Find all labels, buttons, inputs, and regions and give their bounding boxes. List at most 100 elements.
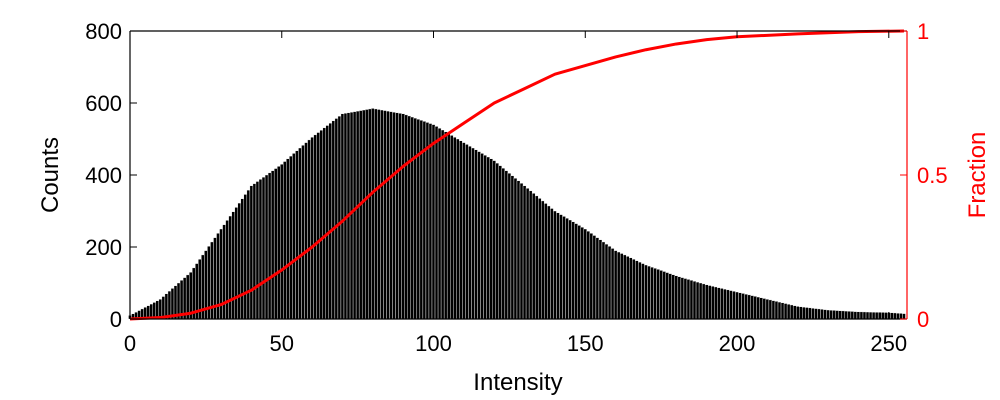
- histogram-bar: [559, 214, 563, 320]
- histogram-bar: [565, 217, 569, 320]
- histogram-bar: [392, 111, 396, 320]
- histogram-bar: [874, 312, 879, 320]
- y2-tick-label: 1: [917, 19, 929, 44]
- histogram-bar: [319, 129, 323, 320]
- histogram-bar: [301, 145, 305, 320]
- histogram-bar: [374, 108, 378, 320]
- histogram-bar: [450, 135, 454, 320]
- histogram-bar: [538, 198, 542, 320]
- histogram-bar: [255, 181, 260, 320]
- histogram-bar: [626, 256, 630, 320]
- histogram-bar: [425, 122, 430, 320]
- histogram-bar: [853, 311, 858, 320]
- histogram-bar: [759, 297, 764, 320]
- y-tick-label: 600: [85, 91, 122, 116]
- histogram-bar: [756, 296, 761, 320]
- histogram-bar: [796, 306, 800, 320]
- histogram-bar: [401, 113, 405, 320]
- histogram-bar: [313, 134, 317, 320]
- histogram-bar: [638, 261, 642, 320]
- histogram-bar: [595, 237, 600, 320]
- histogram-bar: [780, 302, 785, 320]
- histogram-bar: [480, 153, 484, 320]
- histogram-bar: [270, 170, 275, 320]
- histogram-bar: [814, 308, 818, 320]
- histogram-bar: [289, 155, 293, 320]
- histogram-bar: [896, 312, 900, 320]
- histogram-bar: [568, 219, 572, 320]
- histogram-bar: [865, 311, 870, 320]
- histogram-bar: [443, 131, 448, 320]
- histogram-bar: [368, 108, 372, 320]
- histogram-bar: [298, 147, 302, 320]
- histogram-bar: [495, 162, 499, 320]
- histogram-bar: [589, 233, 594, 320]
- histogram-bar: [383, 110, 387, 320]
- histogram-bar: [465, 144, 469, 320]
- histogram-bar: [510, 175, 515, 320]
- histogram-bar: [792, 305, 797, 320]
- histogram-bar: [823, 309, 827, 320]
- histogram-bar: [234, 207, 238, 320]
- histogram-bar: [844, 310, 849, 320]
- histogram-bar: [847, 311, 852, 320]
- histogram-bar: [331, 120, 336, 320]
- histogram-bar: [765, 299, 770, 320]
- histogram-bar: [832, 310, 836, 320]
- histogram-bar: [258, 179, 263, 320]
- histogram-bar: [877, 312, 882, 320]
- histogram-bar: [407, 115, 411, 320]
- histogram-bar: [295, 150, 299, 320]
- histogram-bar: [316, 132, 320, 320]
- histogram-bar: [811, 308, 815, 320]
- y2-tick-label: 0: [917, 307, 929, 332]
- histogram-bar: [325, 125, 330, 320]
- histogram-bar: [355, 110, 360, 320]
- histogram-bar: [665, 272, 669, 320]
- histogram-bar: [777, 301, 782, 320]
- histogram-bar: [632, 259, 636, 320]
- histogram-bar: [789, 304, 794, 320]
- y2-tick-label: 0.5: [917, 163, 948, 188]
- histogram-bar: [246, 189, 251, 320]
- bars-layer: [128, 108, 906, 320]
- histogram-bar: [619, 253, 624, 320]
- histogram-bar: [404, 114, 408, 320]
- x-tick-label: 0: [124, 331, 136, 356]
- histogram-bar: [835, 310, 839, 320]
- histogram-bar: [871, 311, 876, 320]
- histogram-bar: [826, 309, 830, 320]
- histogram-bar: [483, 154, 487, 320]
- histogram-bar: [544, 203, 548, 320]
- histogram-bar: [659, 270, 663, 320]
- histogram-bar: [283, 161, 287, 320]
- histogram-bar: [358, 110, 363, 320]
- histogram-bar: [304, 142, 308, 320]
- histogram-bar: [704, 284, 709, 320]
- histogram-bar: [252, 183, 257, 320]
- histogram-bar: [550, 208, 554, 320]
- histogram-bar: [340, 113, 345, 320]
- histogram-bar: [474, 149, 478, 320]
- histogram-bar: [237, 202, 241, 320]
- histogram-bar: [686, 279, 691, 320]
- histogram-bar: [361, 109, 366, 320]
- y-tick-label: 800: [85, 19, 122, 44]
- histogram-bar: [708, 285, 712, 320]
- histogram-bar: [762, 298, 767, 320]
- histogram-bar: [513, 178, 518, 320]
- histogram-bar: [334, 118, 339, 320]
- histogram-bar: [574, 223, 578, 320]
- histogram-bar: [799, 306, 803, 320]
- histogram-bar: [723, 288, 727, 320]
- histogram-bar: [428, 123, 433, 320]
- histogram-bar: [377, 109, 381, 320]
- histogram-bar: [820, 309, 824, 320]
- histogram-bar: [352, 111, 357, 320]
- histogram-bar: [683, 278, 688, 320]
- x-tick-label: 50: [270, 331, 294, 356]
- y-axis-title: Counts: [37, 137, 64, 213]
- histogram-bar: [516, 180, 521, 320]
- histogram-bar: [261, 176, 266, 320]
